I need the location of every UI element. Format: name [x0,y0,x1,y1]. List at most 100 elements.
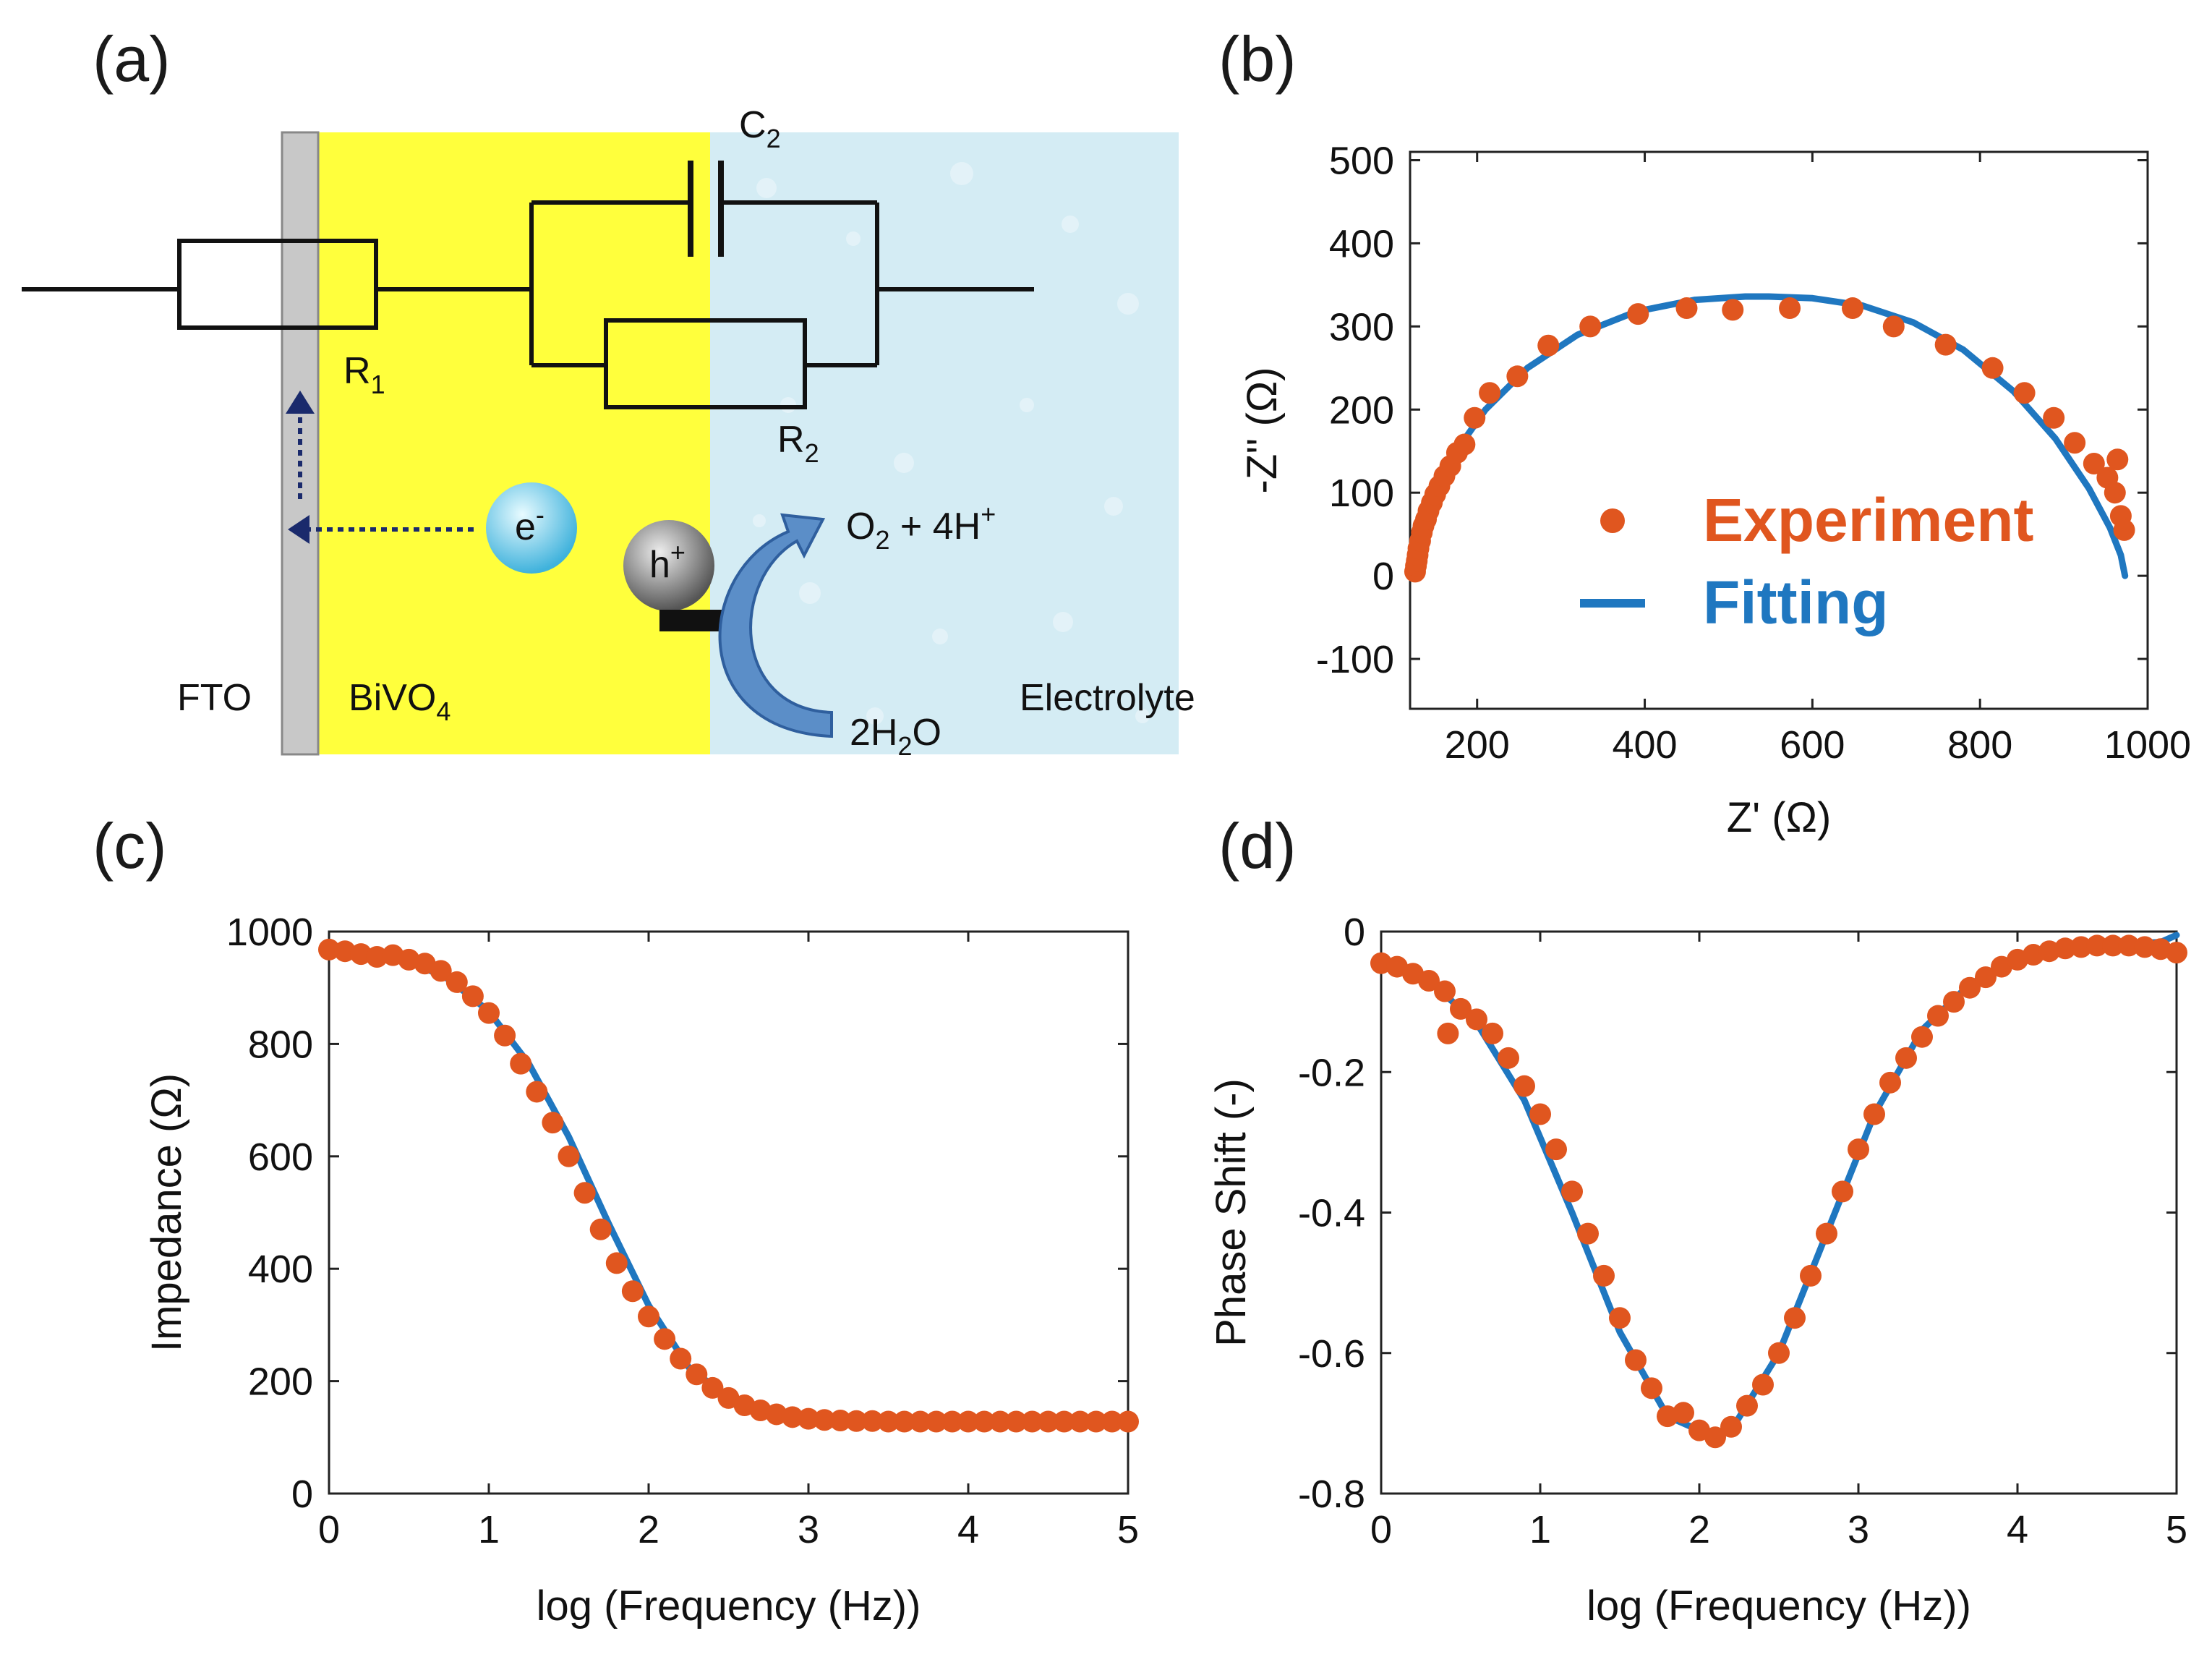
r1-resistor [177,239,378,330]
plot-frame [328,930,1130,1495]
experiment-point [318,938,340,960]
x-tick-label: 400 [1612,723,1677,767]
experiment-point [909,1410,931,1433]
experiment-point [478,1002,500,1024]
y-tick-label: 0 [291,1473,313,1516]
experiment-point [1466,1008,1487,1031]
y-tick-label: 400 [1329,222,1394,265]
chart-d-phase: (d) 0 1 2 3 4 5 0 -0.2 -0.4 -0.6 -0.8 log (Frequency… [1208,810,2187,1630]
experiment-point [686,1363,708,1386]
experiment-point [1625,1349,1647,1371]
x-axis-title: log (Frequency (Hz)) [1587,1583,1971,1630]
water-oxidation-arrow [718,513,833,738]
experiment-point [1529,1103,1551,1125]
experiment-point [2086,934,2108,957]
experiment-point [2064,432,2086,454]
x-axis-title: log (Frequency (Hz)) [537,1583,921,1630]
y-axis-title: -Z'' (Ω) [1239,367,1286,494]
electron-particle [486,482,577,574]
x-tick-label: 800 [1947,723,2012,767]
legend-experiment-marker [1600,508,1625,533]
experiment-point [1895,1047,1917,1069]
experiment-point [1720,1415,1742,1438]
experiment-point [1736,1394,1758,1417]
experiment-point [1482,1022,1503,1044]
experiment-point [829,1409,852,1431]
experiment-point [2043,406,2065,429]
experiment-point [1816,1222,1837,1245]
experiment-point [1434,980,1456,1002]
x-axis-title: Z' (Ω) [1727,794,1832,841]
experiment-point [1704,1426,1726,1449]
experiment-point [445,971,468,993]
experiment-point [1784,1307,1806,1329]
experiment-point [2013,382,2036,404]
x-tick-label: 1000 [2104,723,2191,767]
y-tick-label: -0.8 [1298,1473,1365,1516]
experiment-point [1934,333,1957,356]
chart-b-nyquist: (b) 200 400 600 800 1000 -100 0 100 200 300 400 500 Z… [1218,23,2191,841]
y-tick-label: -0.4 [1298,1192,1365,1235]
legend-experiment-label: Experiment [1703,486,2034,554]
experiment-point [1627,303,1649,325]
experiment-point [1021,1410,1043,1433]
experiment-point [558,1145,580,1167]
experiment-point [2083,452,2105,474]
legend-fitting-label: Fitting [1703,568,1889,636]
panel-d-label: (d) [1218,810,1297,882]
experiment-point [1101,1410,1123,1433]
experiment-point [430,960,452,982]
experiment-point [845,1410,868,1432]
y-tick-label: 300 [1329,305,1394,349]
oxygen-product-label: O2 + 4H+ [846,499,996,555]
x-tick-label: 0 [1370,1508,1392,1551]
experiment-point [925,1410,947,1433]
experiment-point [1506,365,1529,388]
experiment-point [589,1218,612,1240]
panel-c-label: (c) [93,810,167,882]
experiment-point [989,1410,1012,1433]
c2-label: C2 [739,104,781,153]
experiment-point [1722,299,1744,321]
experiment-point [893,1410,915,1433]
experiment-point [1579,315,1602,338]
x-tick-label: 5 [2166,1508,2187,1551]
experiment-point [2102,934,2124,957]
experiment-point [2104,482,2126,504]
experiment-point [2166,942,2187,964]
experiment-point [861,1410,884,1432]
x-tick-label: 200 [1445,723,1510,767]
experiment-point [1842,297,1863,320]
experiment-point [1117,1410,1139,1433]
experiment-point [654,1328,676,1350]
experiment-point [1863,1103,1885,1125]
experiment-point [1498,1047,1519,1069]
x-tick-label: 2 [638,1508,659,1551]
experiment-point [1418,969,1440,992]
experiment-point [1675,297,1698,320]
experiment-point [1752,1373,1774,1396]
experiment-point [1800,1264,1822,1287]
experiment-point [1545,1138,1567,1161]
experiment-point [1832,1180,1853,1203]
experiment-point [1085,1410,1107,1433]
x-tick-label: 3 [1848,1508,1869,1551]
x-tick-label: 600 [1780,723,1845,767]
x-tick-label: 4 [957,1508,979,1551]
experiment-point [798,1407,819,1430]
experiment-point [1673,1402,1694,1424]
experiment-point [1479,382,1501,404]
experiment-point [1779,297,1801,320]
experiment-point [638,1305,659,1328]
experiment-point [1911,1026,1933,1048]
experiment-point [941,1410,963,1433]
experiment-point [1053,1410,1075,1433]
electrolyte-label: Electrolyte [1020,677,1195,719]
experiment-point [1537,334,1560,357]
equivalent-circuit [22,161,1034,409]
x-tick-label: 0 [318,1508,340,1551]
panel-b-label: (b) [1218,23,1297,95]
experiment-point [526,1081,548,1103]
y-tick-label: 500 [1329,139,1394,182]
y-tick-label: 800 [248,1023,313,1066]
